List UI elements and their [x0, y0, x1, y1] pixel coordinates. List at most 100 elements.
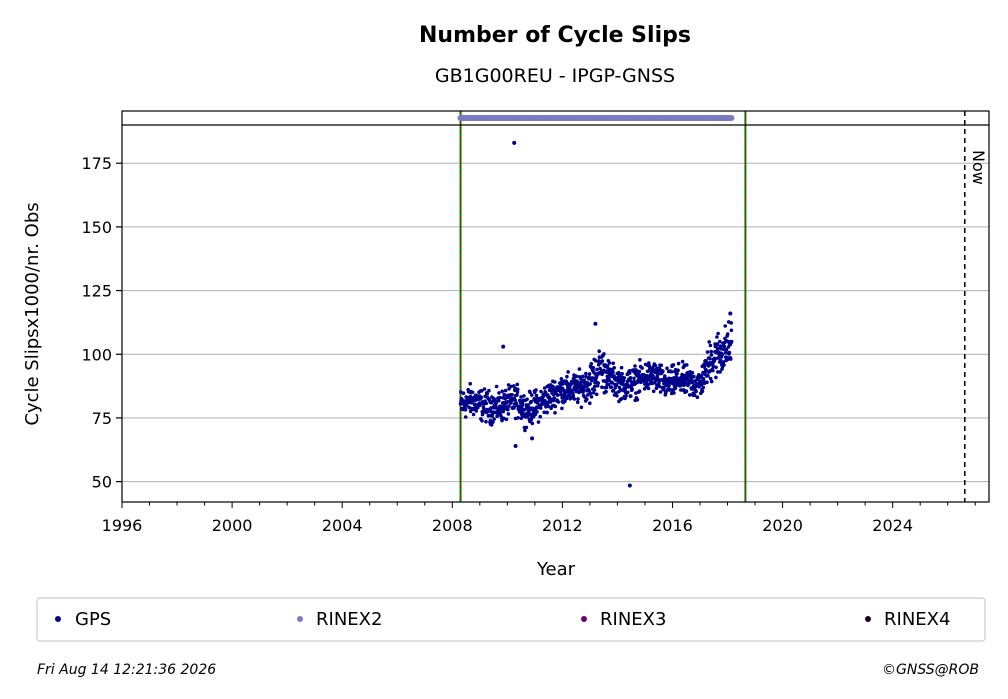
gps-point [630, 387, 634, 392]
gps-point [501, 416, 506, 421]
gps-point [542, 386, 547, 390]
gps-point [611, 388, 616, 393]
gps-point [515, 382, 520, 387]
gps-point [704, 358, 708, 363]
gps-point [612, 366, 616, 370]
gps-point [621, 382, 625, 387]
gps-point [530, 421, 535, 426]
gps-point [600, 385, 604, 390]
gps-point [528, 390, 532, 395]
gps-point [728, 357, 733, 361]
y-tick-label: 100 [81, 345, 112, 364]
gps-point [725, 339, 729, 343]
gps-point [480, 389, 484, 393]
gps-point [720, 352, 725, 357]
gps-point [533, 412, 538, 417]
gps-point [474, 409, 479, 413]
gps-point [461, 391, 466, 396]
gps-point [489, 423, 494, 427]
gps-point [665, 366, 669, 371]
gps-point [722, 363, 726, 367]
gps-point [480, 412, 485, 417]
gps-point [487, 388, 491, 393]
gps-point [571, 394, 576, 398]
gps-point [491, 420, 495, 424]
x-tick-label: 2024 [872, 516, 913, 535]
gps-point [719, 347, 723, 351]
gps-point [632, 376, 636, 381]
gps-point [616, 370, 621, 375]
gps-point [623, 396, 627, 401]
gps-point [520, 401, 525, 406]
gps-point [579, 405, 584, 410]
gps-point [553, 380, 557, 384]
gps-point [614, 382, 619, 387]
gps-point [692, 393, 697, 398]
gps-point [700, 389, 705, 394]
gps-point [589, 395, 594, 399]
gps-point [622, 376, 627, 380]
gps-point [604, 379, 609, 384]
gps-point [509, 384, 513, 389]
gps-point [721, 360, 726, 364]
gps-point [510, 393, 514, 397]
plot-frame [121, 110, 990, 503]
gps-point [470, 390, 475, 395]
legend-marker-rinex4 [865, 616, 871, 622]
gps-point [607, 361, 612, 365]
gps-outlier-point [627, 483, 632, 488]
x-tick-label: 2016 [652, 516, 693, 535]
gps-point [708, 356, 712, 361]
gps-point [708, 376, 713, 381]
gps-point [721, 347, 726, 352]
gps-point [494, 384, 499, 389]
gps-point [524, 425, 529, 430]
gps-point [709, 379, 714, 384]
gps-point [667, 383, 671, 388]
gps-point [707, 340, 711, 344]
gps-outlier-point [501, 344, 506, 349]
gps-point [546, 404, 551, 409]
legend-label-rinex2: RINEX2 [316, 609, 382, 630]
gps-point [676, 361, 681, 366]
y-tick-label: 175 [81, 154, 112, 173]
gps-point [662, 385, 666, 390]
gps-point [534, 388, 538, 392]
gps-point [624, 393, 628, 398]
gps-point [566, 370, 570, 374]
gps-point [715, 342, 720, 346]
gps-point [722, 344, 727, 349]
gps-point [626, 390, 630, 395]
gps-point [497, 398, 501, 403]
gps-point [463, 415, 468, 419]
now-label: Now [969, 150, 988, 185]
gps-point [687, 393, 692, 397]
gps-point [529, 417, 534, 422]
gps-point [680, 359, 685, 364]
gps-point [541, 394, 546, 399]
rinex2-point [728, 115, 735, 121]
x-tick-label: 2000 [212, 516, 253, 535]
gps-point [512, 405, 516, 410]
rinex2-availability [457, 115, 735, 121]
gps-point [577, 367, 582, 371]
gps-point [581, 374, 585, 379]
gps-point [579, 377, 583, 381]
gps-point [690, 370, 695, 375]
gps-point [637, 389, 642, 394]
gps-point [685, 363, 689, 367]
gps-point [638, 358, 642, 362]
data-points [458, 140, 734, 488]
gps-point [647, 361, 651, 365]
gps-point [480, 419, 484, 423]
gps-point [545, 410, 549, 415]
gps-outlier-point [513, 443, 518, 448]
gps-point [715, 335, 719, 339]
gps-point [592, 388, 597, 392]
gps-point [574, 374, 579, 379]
gps-point [588, 382, 592, 386]
gps-point [542, 410, 546, 415]
gps-point [718, 339, 722, 344]
gps-point [699, 374, 704, 378]
gps-point [484, 401, 489, 406]
